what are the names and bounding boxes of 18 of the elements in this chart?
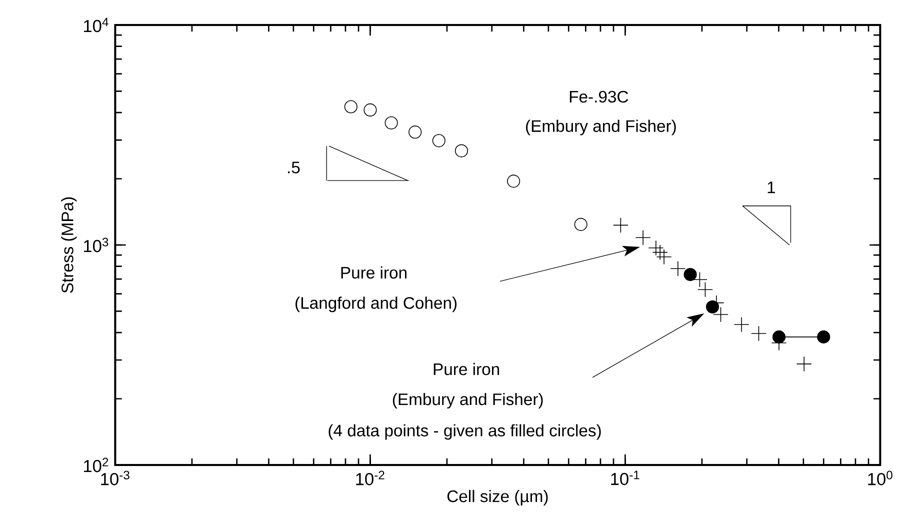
y-tick-label: 10$^{4}$ [84,18,108,32]
y-axis-title: Stress (MPa) [61,197,77,293]
x-tick-label: 10$^{0}$ [868,470,892,486]
x-tick-label: 10$^{-1}$ [611,470,640,486]
annotation: Pure iron [341,266,406,279]
annotation: (4 data points - given as filled circles) [328,424,601,440]
annotation: (Langford and Cohen) [296,296,457,312]
annotation: (Embury and Fisher) [526,120,676,136]
annotation: (Embury and Fisher) [392,392,543,409]
annotation: Fe-.93C [570,90,628,103]
x-tick-label: 10$^{-2}$ [356,470,384,486]
x-tick-label: 10$^{-3}$ [101,470,130,486]
x-axis-title: Cell size (µm) [447,490,548,506]
annotation: Pure iron [434,362,500,376]
annotation: 1 [768,182,775,194]
y-tick-label: 10$^{3}$ [84,238,108,252]
annotation: .5 [288,162,300,174]
y-tick-label: 10$^{2}$ [84,458,108,472]
